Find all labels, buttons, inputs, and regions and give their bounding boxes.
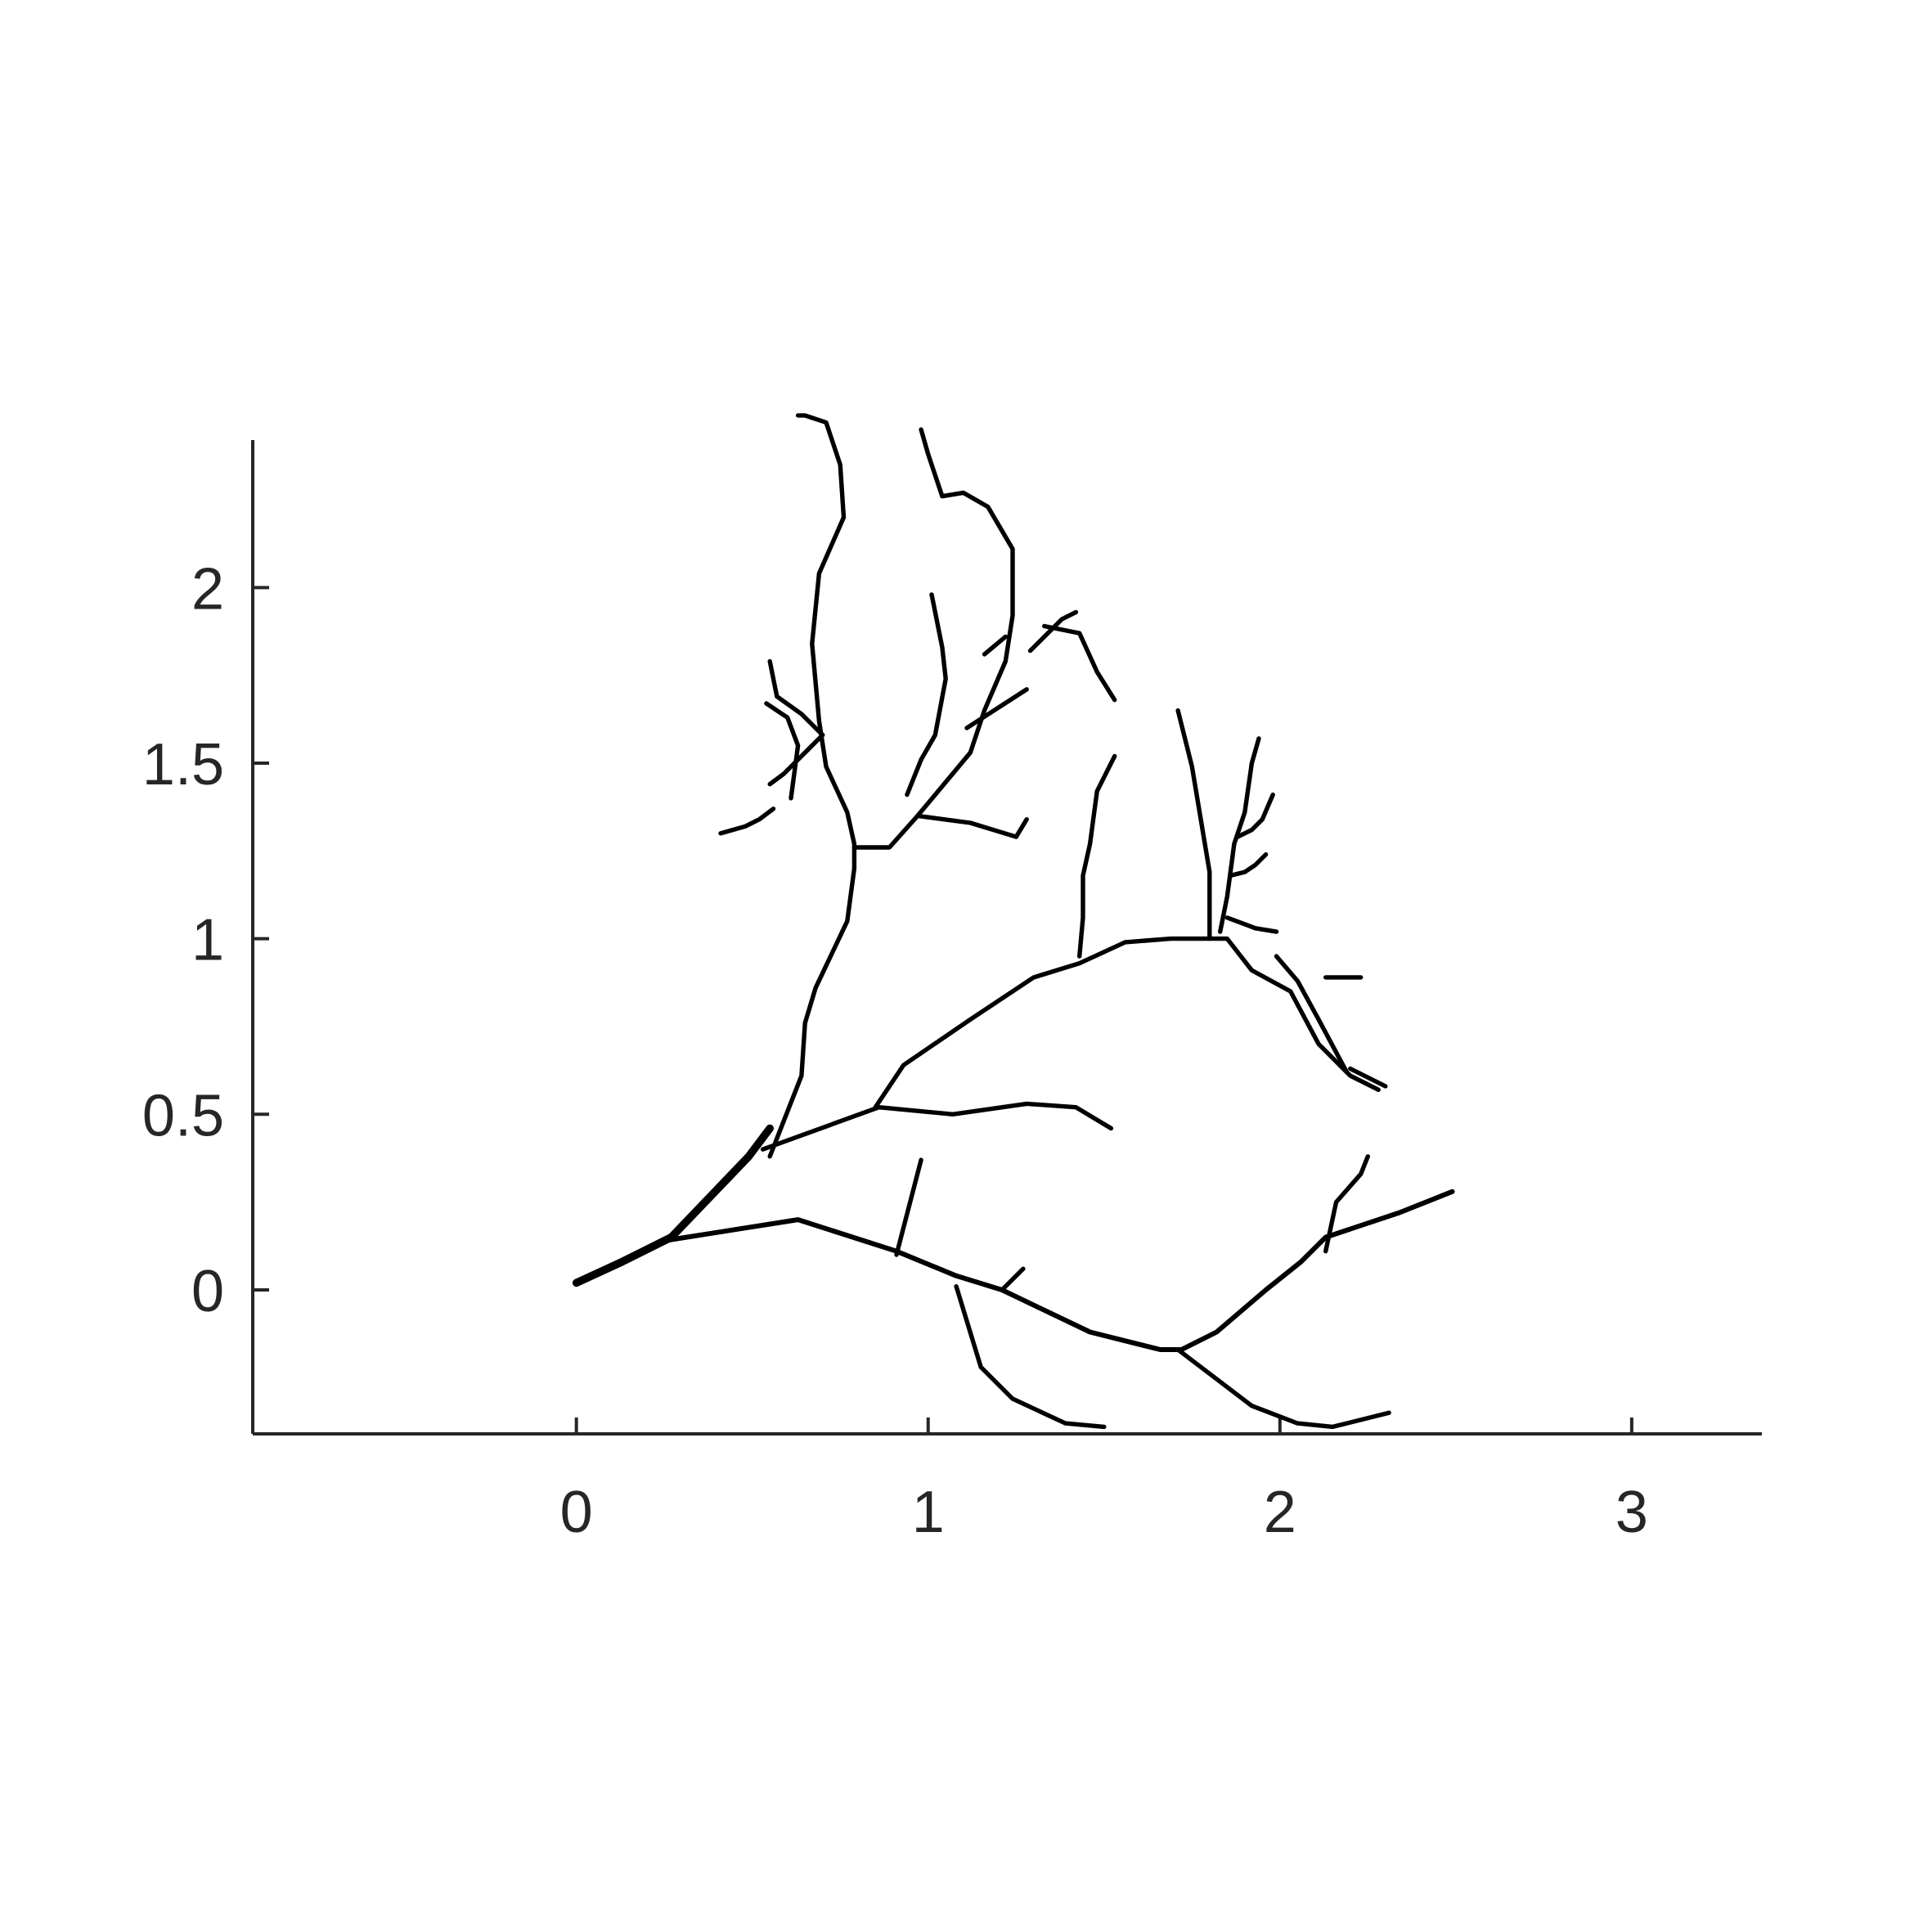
x-tick-label: 3 xyxy=(1615,1480,1648,1545)
y-tick-label: 0 xyxy=(191,1259,224,1324)
x-tick-label: 1 xyxy=(912,1480,945,1545)
x-tick-label: 0 xyxy=(560,1480,593,1545)
y-tick-label: 1 xyxy=(191,908,224,973)
y-tick-label: 2 xyxy=(191,556,224,622)
x-tick-label: 2 xyxy=(1264,1480,1296,1545)
y-tick-label: 0.5 xyxy=(142,1083,224,1148)
y-tick-label: 1.5 xyxy=(142,732,224,798)
